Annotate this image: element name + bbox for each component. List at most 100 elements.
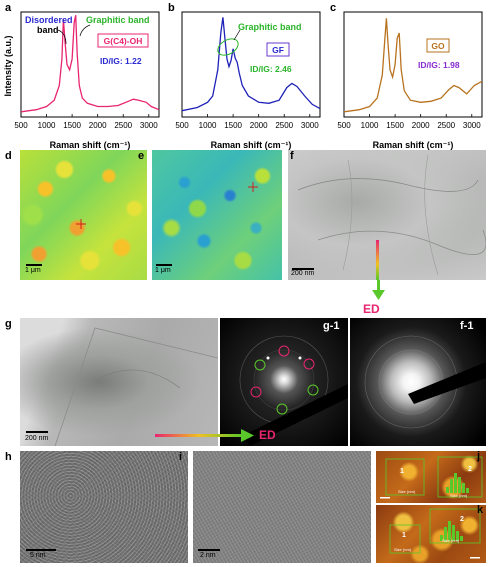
map-marker-e — [248, 182, 258, 192]
x-axis-label-b: Raman shift (cm⁻¹) — [211, 140, 292, 150]
scale-label-d: 1 μm — [25, 267, 41, 274]
histogram-k — [440, 521, 463, 541]
panel-label-k: k — [477, 504, 484, 516]
x-tick-label-c-1500: 1500 — [386, 121, 404, 130]
afm-image-k: 1 Size (nm) 2 Size (nm) — [376, 505, 486, 563]
x-ticks-a: 500 1000 1500 2000 2500 3000 — [14, 114, 158, 130]
ed-arrow-shaft-f — [376, 240, 379, 280]
x-tick-label-a-500: 500 — [14, 121, 28, 130]
panel-label-f: f — [290, 150, 294, 162]
scale-bar-i — [198, 549, 220, 551]
x-tick-label-a-1500: 1500 — [63, 121, 81, 130]
y-axis-label: Intensity (a.u.) — [3, 35, 13, 96]
raman-spectra-row: Intensity (a.u.) 500 1000 1500 2000 2500 3000… — [3, 11, 483, 150]
svg-text:Size (nm): Size (nm) — [450, 493, 468, 498]
x-tick-label-c-500: 500 — [337, 121, 351, 130]
svg-text:Size (nm): Size (nm) — [442, 538, 460, 543]
panel-label-d: d — [5, 150, 12, 162]
scale-bar-g — [26, 431, 48, 433]
raman-map-e — [152, 150, 282, 280]
svg-text:Size (nm): Size (nm) — [394, 547, 412, 552]
x-tick-label-a-3000: 3000 — [140, 121, 158, 130]
sample-label-a: G(C4)-OH — [104, 36, 143, 46]
x-tick-label-c-2500: 2500 — [437, 121, 455, 130]
panel-label-h: h — [5, 451, 12, 463]
plot-frame-a — [20, 11, 160, 118]
disordered-label-2: band — [37, 25, 59, 35]
scale-bar-d — [26, 264, 42, 266]
scale-label-f: 200 nm — [291, 270, 315, 277]
graphitic-label-a: Graphitic band — [86, 15, 150, 25]
x-tick-label-b-2500: 2500 — [275, 121, 293, 130]
scale-label-e: 1 μm — [155, 267, 171, 274]
graphitic-pointer-a — [79, 24, 91, 37]
scale-label-h: 5 nm — [30, 552, 46, 559]
disordered-pointer — [57, 29, 67, 45]
svg-text:1: 1 — [402, 532, 406, 539]
map-marker-d — [76, 219, 86, 229]
x-tick-label-b-500: 500 — [175, 121, 189, 130]
x-ticks-b: 500 1000 1500 2000 2500 3000 — [175, 114, 319, 130]
saed-pattern-f1 — [350, 318, 486, 446]
x-tick-label-c-1000: 1000 — [361, 121, 379, 130]
svg-text:Size (nm): Size (nm) — [398, 489, 416, 494]
afm-box-2-j — [437, 456, 483, 498]
x-ticks-c: 500 1000 1500 2000 2500 3000 — [337, 114, 481, 130]
ratio-label-a: ID/IG: 1.22 — [100, 56, 142, 66]
x-tick-label-a-2000: 2000 — [89, 121, 107, 130]
afm-box-1-k — [389, 524, 421, 554]
x-tick-label-b-1500: 1500 — [224, 121, 242, 130]
panel-label-c: c — [330, 2, 337, 14]
ed-arrow-f — [372, 280, 385, 300]
panel-label-i: i — [179, 451, 183, 463]
svg-text:2: 2 — [460, 516, 464, 523]
panel-label-j: j — [477, 450, 481, 462]
series-line-a — [21, 15, 159, 113]
series-line-c — [344, 18, 482, 113]
plot-frame-b — [181, 11, 321, 118]
scale-bar-f — [292, 268, 314, 270]
tem-image-g — [20, 318, 218, 446]
raman-chart-a: 500 1000 1500 2000 2500 3000 Raman shift (cm⁻… — [14, 11, 160, 150]
series-line-b — [182, 17, 320, 112]
raman-chart-b: 500 1000 1500 2000 2500 3000 Raman shift (cm⁻… — [175, 11, 321, 150]
x-tick-label-a-1000: 1000 — [38, 121, 56, 130]
raman-map-d — [20, 150, 147, 280]
x-tick-label-a-2500: 2500 — [114, 121, 132, 130]
scale-bar-e — [156, 264, 172, 266]
scale-label-g: 200 nm — [25, 435, 49, 442]
afm-box-1-j — [385, 458, 425, 496]
graphitic-pointer-b — [233, 29, 241, 41]
x-tick-label-c-3000: 3000 — [463, 121, 481, 130]
disordered-label-1: Disordered — [25, 15, 73, 25]
ratio-label-b: ID/IG: 2.46 — [250, 64, 292, 74]
beam-stop-g1 — [242, 384, 348, 446]
x-tick-label-b-3000: 3000 — [301, 121, 319, 130]
svg-text:1: 1 — [400, 468, 404, 475]
ed-arrow-g — [155, 429, 254, 442]
histogram-j — [446, 473, 469, 493]
hrtem-image-i — [193, 451, 371, 563]
sample-box-b — [266, 42, 290, 57]
afm-image-j: 1 Size (nm) 2 Size (nm) — [376, 451, 486, 503]
x-tick-label-c-2000: 2000 — [412, 121, 430, 130]
graphitic-ellipse-b — [217, 38, 239, 56]
afm-box-2-k — [429, 508, 481, 544]
panel-label-g: g — [5, 318, 12, 330]
panel-label-b: b — [168, 2, 175, 14]
sample-label-c: GO — [431, 41, 445, 51]
beam-stop-f1 — [408, 362, 486, 404]
tem-image-f — [288, 150, 486, 280]
sample-box-a — [97, 33, 149, 48]
panel-label-a: a — [5, 2, 12, 14]
sample-box-c — [426, 38, 450, 53]
ed-label-f: ED — [363, 302, 380, 316]
saed-pattern-g1 — [220, 318, 348, 446]
x-axis-label-c: Raman shift (cm⁻¹) — [373, 140, 454, 150]
graphitic-label-b: Graphitic band — [238, 22, 302, 32]
scale-bar-h — [26, 549, 56, 551]
sample-label-b: GF — [272, 45, 284, 55]
panel-label-f1: f-1 — [460, 320, 474, 332]
x-axis-label-a: Raman shift (cm⁻¹) — [50, 140, 131, 150]
plot-frame-c — [343, 11, 483, 118]
